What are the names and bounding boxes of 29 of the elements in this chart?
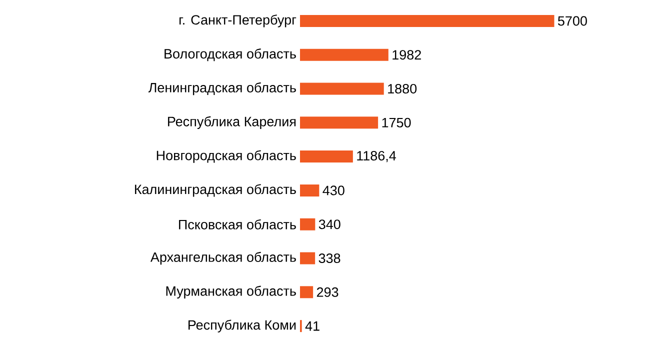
data-label: 1982 bbox=[392, 50, 421, 60]
bar bbox=[300, 82, 384, 95]
bar bbox=[300, 48, 388, 61]
bar bbox=[300, 184, 320, 196]
y-tick-label: Псковская область bbox=[179, 219, 296, 230]
data-label: 1750 bbox=[382, 118, 411, 128]
data-label: 41 bbox=[305, 321, 320, 331]
bar bbox=[300, 218, 316, 230]
bar bbox=[300, 286, 314, 298]
y-tick-label: Республика Коми bbox=[188, 320, 296, 332]
bar bbox=[300, 116, 378, 129]
y-tick-label: Вологодская область bbox=[164, 48, 296, 62]
data-label: 430 bbox=[322, 186, 344, 196]
y-tick-label: Калининградская область bbox=[135, 184, 296, 197]
y-tick-label: Республика Карелия bbox=[168, 116, 296, 129]
data-label: 293 bbox=[316, 287, 338, 297]
data-label: 1880 bbox=[388, 84, 417, 94]
y-tick-label: Ленинградская область bbox=[148, 82, 296, 96]
data-label: 340 bbox=[318, 220, 340, 230]
bar bbox=[300, 14, 554, 27]
y-tick-label: Мурманская область bbox=[166, 286, 296, 298]
y-tick-label: г. Санкт-Петербург bbox=[180, 14, 296, 28]
y-tick-label: Архангельская область bbox=[150, 252, 296, 265]
data-label: 5700 bbox=[558, 16, 587, 26]
bar bbox=[300, 150, 353, 163]
y-tick-label: Новгородская область bbox=[156, 150, 296, 163]
data-label: 338 bbox=[318, 253, 340, 264]
data-label: 1186,4 bbox=[357, 150, 396, 162]
bar bbox=[300, 252, 316, 264]
